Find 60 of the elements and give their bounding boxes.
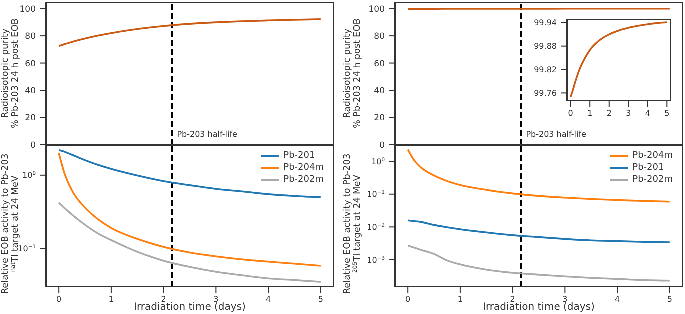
- legend-label: Pb-202m: [284, 174, 324, 186]
- x-tick-label: 0: [406, 295, 411, 304]
- legend-label: Pb-204m: [632, 150, 673, 162]
- x-tick-label: 1: [458, 295, 463, 304]
- x-tick-label: 4: [645, 109, 650, 118]
- x-axis-title: Irradiation time (days): [483, 302, 596, 313]
- x-tick-label: 4: [615, 295, 620, 304]
- y-tick-label: 10$^{0}$: [22, 171, 36, 180]
- x-tick-label: 4: [266, 295, 272, 304]
- y-axis-title: Radioisotopic purity % Pb-203 24 h post EOB: [1, 18, 22, 128]
- y-tick-label: 100: [20, 4, 36, 15]
- x-tick-label: 3: [626, 109, 632, 118]
- y-axis-title: Radioisotopic purity % Pb-203 24 h post EOB: [343, 18, 364, 128]
- x-tick-label: 2: [161, 295, 166, 304]
- x-tick-label: 0: [56, 295, 62, 304]
- ref-line-label: Pb-203 half-life: [526, 130, 587, 139]
- line-series: [407, 220, 671, 244]
- x-tick-label: 0: [568, 109, 574, 118]
- x-tick-label: 5: [664, 109, 670, 118]
- y-tick-label: 40: [374, 86, 385, 96]
- ref-line-label: Pb-203 half-life: [177, 130, 238, 139]
- x-tick-label: 1: [588, 109, 593, 118]
- x-tick-label: 5: [667, 295, 672, 304]
- line-series: [58, 18, 322, 48]
- y-tick-label: 20: [25, 114, 36, 124]
- x-axis-title: Irradiation time (days): [134, 302, 246, 313]
- y-tick-label: 99.94: [534, 18, 557, 28]
- y-tick-label: 10$^{−1}$: [18, 244, 36, 254]
- x-tick-label: 1: [108, 295, 114, 304]
- y-tick-label: 100: [368, 4, 385, 15]
- legend-label: Pb-201: [284, 150, 316, 162]
- y-axis-title: Relative EOB activity to Pb-203 $^{205}$Tl target at 24 MeV: [343, 154, 364, 294]
- x-tick-label: 5: [318, 295, 324, 304]
- legend-label: Pb-204m: [284, 162, 324, 174]
- line-series: [407, 148, 671, 203]
- y-tick-label: 99.88: [534, 42, 557, 52]
- line-series: [407, 244, 671, 282]
- x-tick-label: 2: [606, 109, 612, 118]
- legend-label: Pb-202m: [632, 174, 673, 186]
- y-tick-label: 0: [380, 140, 385, 151]
- y-tick-label: 0: [30, 140, 36, 151]
- y-tick-label: 20: [374, 114, 385, 124]
- y-tick-label: 80: [25, 32, 36, 42]
- y-tick-label: 60: [374, 59, 385, 70]
- y-tick-label: 99.76: [534, 88, 557, 98]
- x-tick-label: 2: [510, 295, 516, 304]
- y-tick-label: 10$^{−1}$: [367, 190, 385, 200]
- line-series: [58, 202, 322, 283]
- y-tick-label: 80: [374, 32, 385, 42]
- y-tick-label: 10$^{−2}$: [367, 222, 385, 232]
- y-tick-label: 40: [25, 86, 36, 96]
- y-tick-label: 60: [25, 59, 36, 70]
- x-tick-label: 3: [562, 295, 568, 304]
- x-tick-label: 3: [214, 295, 219, 304]
- y-tick-label: 10$^{−3}$: [367, 256, 385, 265]
- line-series: [58, 152, 322, 267]
- legend-label: Pb-201: [632, 162, 664, 174]
- y-tick-label: 10$^{0}$: [372, 157, 385, 166]
- line-series: [58, 149, 322, 198]
- y-tick-label: 99.82: [534, 66, 557, 75]
